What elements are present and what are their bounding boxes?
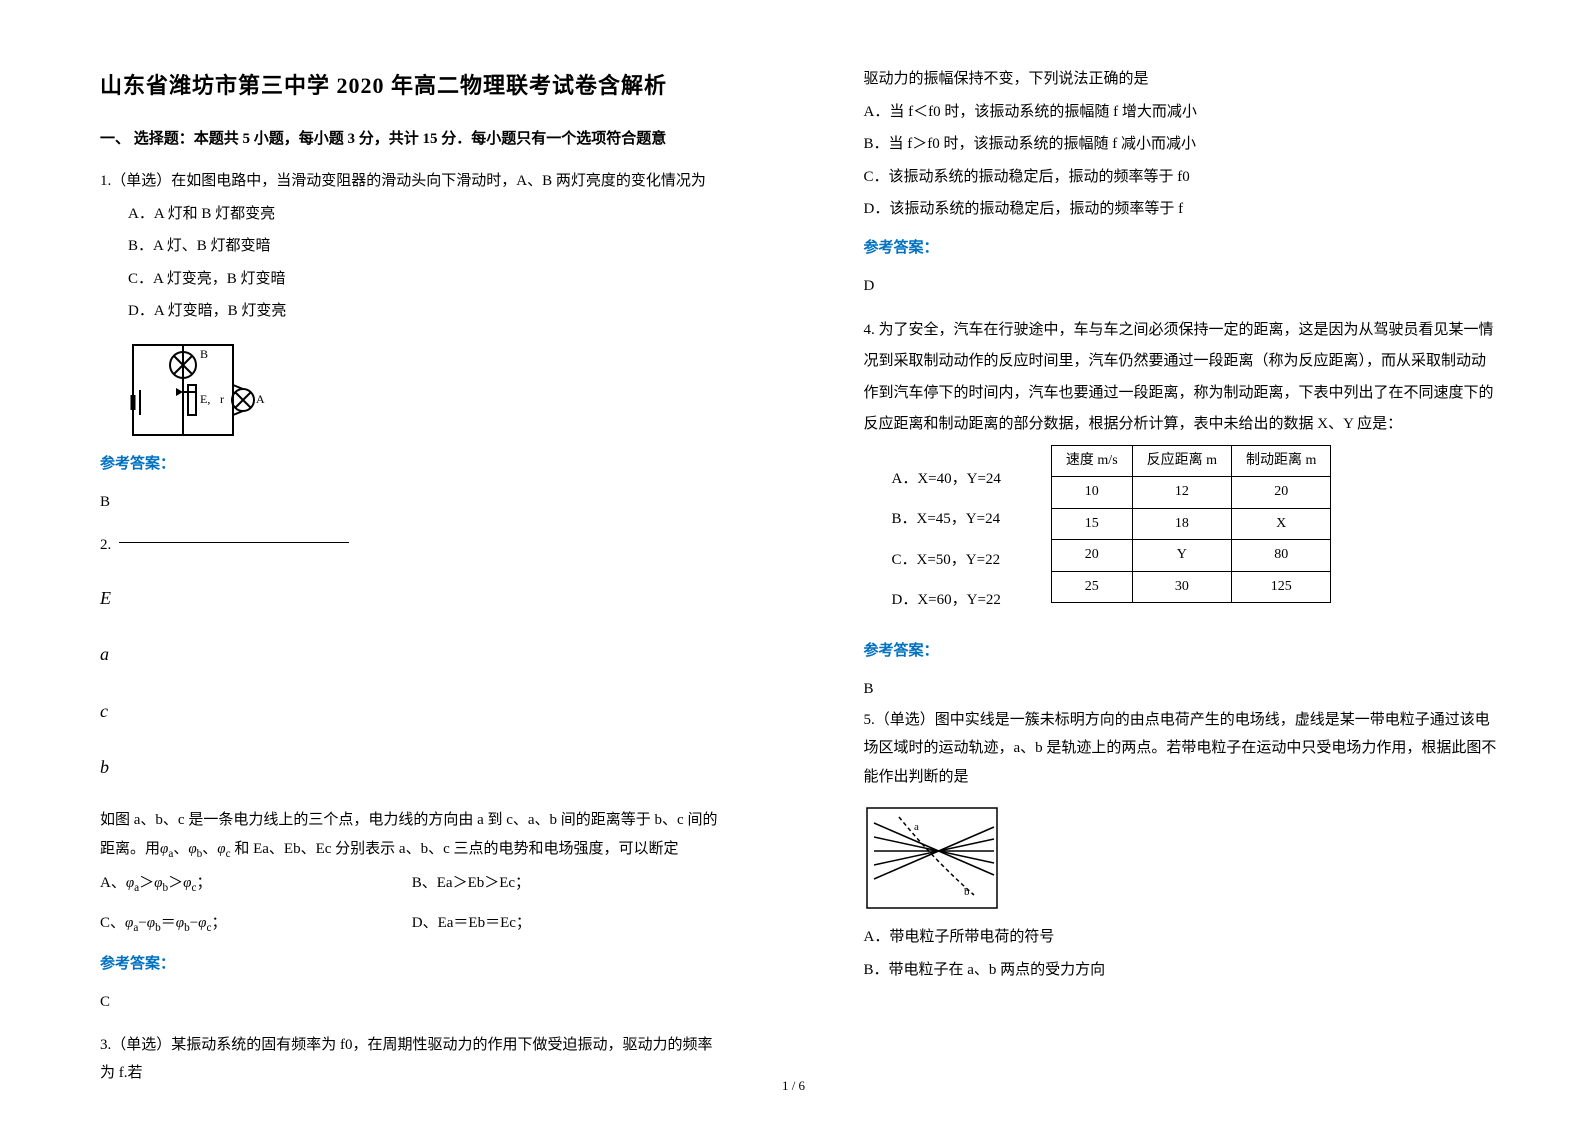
right-column: 驱动力的振幅保持不变，下列说法正确的是 A．当 f＜f0 时，该振动系统的振幅随… [794,0,1587,1122]
q2-letter-b: b [100,750,724,784]
q4-ref-label: 参考答案： [864,637,1498,666]
phi-c: φ [217,841,225,857]
q2-num-row: 2. [100,531,724,560]
q2-answer: C [100,988,724,1017]
q4-opts-table-block: A．X=40，Y=24 B．X=45，Y=24 C．X=50，Y=22 D．X=… [864,445,1498,627]
q4-opt-d: D．X=60，Y=22 [864,586,1001,615]
q2-opt-a: A、φa＞φb＞φc； [100,869,412,899]
q5-opt-b: B．带电粒子在 a、b 两点的受力方向 [864,956,1498,985]
table-row: 10 12 20 [1051,477,1331,509]
q5-stem: 5.（单选）图中实线是一簇未标明方向的由点电荷产生的电场线，虚线是某一带电粒子通… [864,706,1498,792]
svg-text:a: a [914,821,919,833]
q5-field-figure: a b [864,805,1014,915]
table-cell: 20 [1051,540,1132,572]
q3-stem-part2: 驱动力的振幅保持不变，下列说法正确的是 [864,65,1498,94]
table-cell: 18 [1132,508,1231,540]
q2-ref-label: 参考答案： [100,950,724,979]
left-column: 山东省潍坊市第三中学 2020 年高二物理联考试卷含解析 一、 选择题：本题共 … [0,0,794,1122]
svg-text:E,: E, [200,392,210,406]
q2-letter-a: a [100,637,724,671]
table-cell: 20 [1232,477,1331,509]
q4-stem: 4. 为了安全，汽车在行驶途中，车与车之间必须保持一定的距离，这是因为从驾驶员看… [864,315,1498,441]
q4-answer: B [864,675,1498,704]
q4-data-table: 速度 m/s 反应距离 m 制动距离 m 10 12 20 15 18 X 20… [1051,445,1332,604]
table-cell: 30 [1132,571,1231,603]
q1-ref-label: 参考答案： [100,450,724,479]
q1-opt-b: B．A 灯、B 灯都变暗 [100,232,724,261]
q3-opt-b: B．当 f＞f0 时，该振动系统的振幅随 f 减小而减小 [864,130,1498,159]
q4-opt-b: B．X=45，Y=24 [864,505,1001,534]
svg-text:B: B [200,347,208,361]
table-header: 速度 m/s [1051,445,1132,477]
q4-opt-c: C．X=50，Y=22 [864,546,1001,575]
q3-opt-c: C．该振动系统的振动稳定后，振动的频率等于 f0 [864,163,1498,192]
q1-opt-d: D．A 灯变暗，B 灯变亮 [100,297,724,326]
q4-opt-a: A．X=40，Y=24 [864,465,1001,494]
table-cell: 15 [1051,508,1132,540]
svg-text:A: A [256,392,265,406]
q2-letter-e: E [100,581,724,615]
svg-text:b: b [964,886,970,898]
page-footer: 1 / 6 [0,1078,1587,1094]
q2-letter-c: c [100,694,724,728]
q2-desc: 如图 a、b、c 是一条电力线上的三个点，电力线的方向由 a 到 c、a、b 间… [100,806,724,865]
q2-opt-b: B、Ea＞Eb＞Ec； [412,869,724,899]
q1-opt-c: C．A 灯变亮，B 灯变暗 [100,265,724,294]
section-heading: 一、 选择题：本题共 5 小题，每小题 3 分，共计 15 分．每小题只有一个选… [100,125,724,154]
exam-title: 山东省潍坊市第三中学 2020 年高二物理联考试卷含解析 [100,65,724,107]
q1-circuit-figure: B E, r A [128,340,268,440]
q2-opts-row1: A、φa＞φb＞φc； B、Ea＞Eb＞Ec； [100,869,724,899]
table-cell: 80 [1232,540,1331,572]
table-row: 20 Y 80 [1051,540,1331,572]
q2-line-icon [119,542,349,543]
table-row: 25 30 125 [1051,571,1331,603]
table-row: 15 18 X [1051,508,1331,540]
q2-opt-c-pre: C、 [100,915,125,931]
q2-desc-2: 和 Ea、Eb、Ec 分别表示 a、b、c 三点的电势和电场强度，可以断定 [231,841,679,857]
q2-number: 2. [100,537,111,553]
q2-opts-row2: C、φa−φb＝φb−φc； D、Ea＝Eb＝Ec； [100,909,724,939]
table-cell: 125 [1232,571,1331,603]
q1-opt-a: A．A 灯和 B 灯都变亮 [100,200,724,229]
q3-opt-a: A．当 f＜f0 时，该振动系统的振幅随 f 增大而减小 [864,98,1498,127]
q2-opt-a-suf: ； [196,875,211,891]
table-header-row: 速度 m/s 反应距离 m 制动距离 m [1051,445,1331,477]
q2-phi-terms: φa、φb、φc [160,841,231,857]
q3-opt-d: D．该振动系统的振动稳定后，振动的频率等于 f [864,195,1498,224]
table-cell: X [1232,508,1331,540]
table-cell: 10 [1051,477,1132,509]
q2-opt-c-suf: ； [211,915,226,931]
svg-text:r: r [220,392,224,406]
q3-ref-label: 参考答案： [864,234,1498,263]
q1-answer: B [100,488,724,517]
q3-answer: D [864,272,1498,301]
phi-b: φ [188,841,196,857]
q2-opt-a-pre: A、 [100,875,126,891]
q1-stem: 1.（单选）在如图电路中，当滑动变阻器的滑动头向下滑动时，A、B 两灯亮度的变化… [100,167,724,196]
q2-opt-c: C、φa−φb＝φb−φc； [100,909,412,939]
table-cell: Y [1132,540,1231,572]
table-header: 反应距离 m [1132,445,1231,477]
table-cell: 25 [1051,571,1132,603]
table-cell: 12 [1132,477,1231,509]
q2-opt-d: D、Ea＝Eb＝Ec； [412,909,724,939]
q4-options: A．X=40，Y=24 B．X=45，Y=24 C．X=50，Y=22 D．X=… [864,445,1031,627]
q5-opt-a: A．带电粒子所带电荷的符号 [864,923,1498,952]
table-header: 制动距离 m [1232,445,1331,477]
